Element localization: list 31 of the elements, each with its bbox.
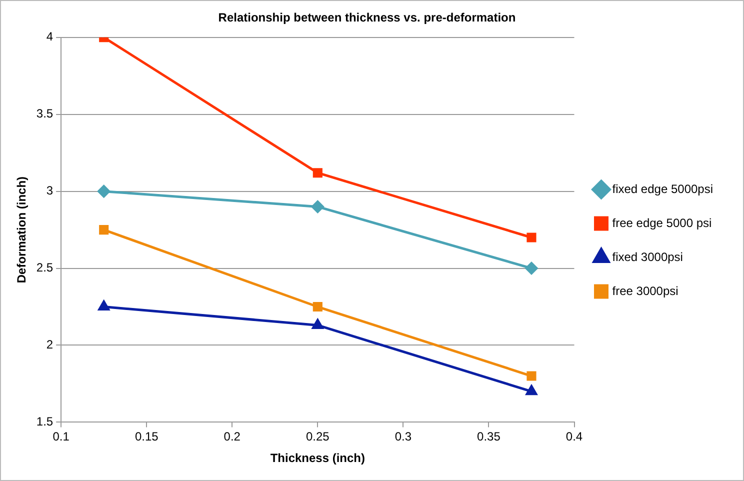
- y-tick-label: 1.5: [36, 414, 54, 429]
- point: [312, 302, 322, 312]
- y-tick-label: 2.5: [36, 260, 54, 275]
- point: [312, 168, 322, 178]
- point: [525, 262, 538, 275]
- point: [98, 300, 110, 311]
- y-axis-title: Deformation (inch): [14, 176, 29, 284]
- x-tick-label: 0.15: [134, 430, 159, 444]
- legend-label: free edge 5000 psi: [612, 216, 712, 230]
- y-tick-label: 4: [46, 30, 54, 44]
- legend-label: fixed edge 5000psi: [612, 182, 714, 196]
- x-tick-label: 0.1: [52, 430, 70, 444]
- y-tick-label: 3.5: [36, 106, 54, 121]
- x-tick-label: 0.35: [477, 430, 501, 444]
- point: [312, 318, 324, 329]
- legend-label: fixed 3000psi: [612, 250, 683, 264]
- point: [526, 232, 536, 242]
- point: [526, 371, 536, 381]
- point: [98, 185, 110, 198]
- point: [311, 200, 324, 213]
- chart-title: Relationship between thickness vs. pre-deformation: [218, 10, 516, 25]
- x-tick-label: 0.25: [306, 430, 330, 444]
- x-tick-label: 0.2: [224, 430, 241, 444]
- x-tick-label: 0.4: [566, 430, 583, 444]
- y-tick-label: 3: [46, 184, 54, 198]
- point: [526, 385, 538, 396]
- x-tick-label: 0.3: [394, 430, 412, 444]
- x-axis-title: Thickness (inch): [270, 451, 366, 466]
- y-tick-label: 2: [46, 338, 54, 352]
- point: [99, 225, 109, 235]
- legend-label: free 3000psi: [612, 284, 678, 298]
